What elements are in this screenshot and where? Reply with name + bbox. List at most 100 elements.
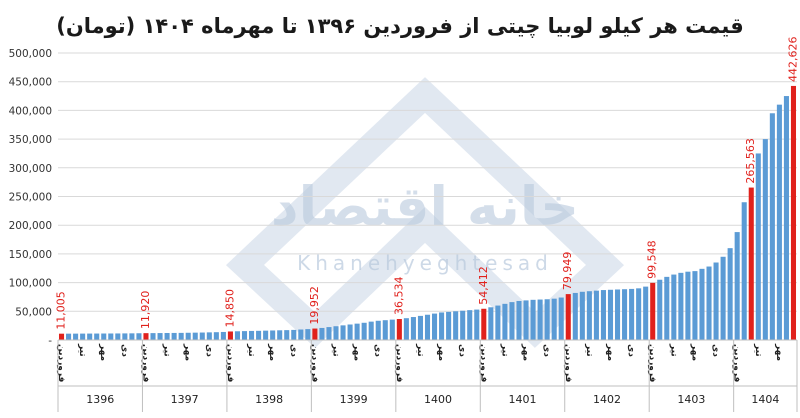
bar (607, 289, 614, 340)
bar (241, 331, 248, 340)
bar (375, 320, 381, 340)
bar (474, 309, 480, 340)
bar (460, 310, 466, 340)
y-tick-label: 300,000 (9, 163, 52, 175)
month-tick-label: تیر (584, 343, 594, 357)
bar (270, 330, 276, 340)
bar (108, 333, 114, 340)
month-tick-label: دی (626, 344, 636, 357)
bar (495, 305, 501, 340)
month-tick-label: تیر (77, 343, 87, 357)
month-tick-label: مهر (183, 343, 193, 361)
bar (150, 333, 156, 340)
bar (643, 286, 649, 340)
data-label: 79,949 (561, 252, 574, 291)
month-tick-label: فروردین (56, 344, 66, 382)
bar (122, 333, 128, 340)
month-tick-label: تیر (415, 343, 425, 357)
month-tick-label: دی (542, 344, 552, 357)
month-tick-label: تیر (499, 343, 509, 357)
month-tick-label: فروردین (140, 344, 150, 382)
bar (467, 310, 473, 340)
bar (509, 302, 515, 340)
bar (213, 332, 219, 340)
bar (87, 333, 93, 340)
data-label: 99,548 (646, 240, 659, 279)
month-tick-label: فروردین (394, 344, 404, 382)
bar (66, 333, 72, 340)
bar (192, 332, 198, 340)
bar (551, 298, 557, 340)
year-label: 1400 (424, 393, 452, 406)
bar (80, 333, 86, 340)
highlight-bar (227, 331, 233, 340)
month-tick-label: تیر (246, 343, 256, 357)
y-tick-label: - (48, 335, 52, 347)
bar (488, 307, 494, 340)
bar (73, 333, 79, 340)
y-tick-label: 350,000 (9, 134, 52, 146)
bar (263, 330, 269, 340)
data-label: 442,626 (786, 36, 799, 82)
bar (389, 319, 395, 340)
bar (185, 332, 191, 340)
month-tick-label: فروردین (225, 344, 235, 382)
month-tick-label: فروردین (732, 344, 742, 382)
chart-title: قیمت هر کیلو لوبیا چیتی از فروردین ۱۳۹۶ … (56, 14, 744, 38)
bar (417, 315, 423, 340)
bar (171, 332, 177, 340)
bar (741, 202, 747, 340)
month-tick-label: فروردین (478, 344, 488, 382)
bar (523, 300, 529, 340)
bar (439, 312, 445, 340)
month-tick-label: مهر (605, 343, 615, 361)
y-tick-label: 150,000 (9, 249, 52, 261)
highlight-bar (790, 85, 797, 340)
year-label: 1399 (340, 393, 368, 406)
bar (544, 299, 550, 340)
bar (291, 329, 297, 340)
y-tick-label: 200,000 (9, 220, 52, 232)
bar (706, 266, 712, 340)
bar (629, 288, 635, 340)
month-tick-label: دی (457, 344, 467, 357)
bar (720, 256, 726, 340)
bar (537, 299, 543, 340)
bar (424, 314, 431, 340)
bar (164, 332, 170, 340)
y-tick-label: 400,000 (9, 105, 52, 117)
bar (502, 303, 508, 340)
bar (516, 300, 522, 340)
bar (101, 333, 107, 340)
bar (178, 332, 184, 340)
month-tick-label: فروردین (563, 344, 573, 382)
bar (206, 332, 212, 340)
data-label: 19,952 (308, 286, 321, 325)
month-tick-label: دی (204, 344, 214, 357)
bar (319, 327, 325, 340)
bar (136, 333, 142, 340)
y-tick-label: 250,000 (9, 192, 52, 204)
bar (783, 96, 789, 340)
month-tick-label: مهر (521, 343, 531, 361)
data-label: 54,412 (477, 266, 490, 305)
bar (678, 272, 684, 340)
month-tick-label: مهر (689, 343, 699, 361)
bar (664, 276, 670, 340)
bar (368, 321, 374, 340)
highlight-bar (396, 319, 402, 340)
bar (636, 288, 642, 340)
bar (410, 317, 416, 340)
data-label: 11,005 (55, 291, 68, 330)
bar (713, 262, 719, 340)
month-tick-label: دی (373, 344, 383, 357)
data-label: 265,563 (744, 138, 757, 184)
data-label: 14,850 (223, 289, 236, 328)
bar (762, 139, 768, 340)
month-tick-label: فروردین (309, 344, 319, 382)
bar (453, 311, 459, 340)
bar (432, 313, 438, 340)
bar (657, 279, 663, 340)
bar (361, 322, 367, 340)
bar (600, 290, 606, 340)
